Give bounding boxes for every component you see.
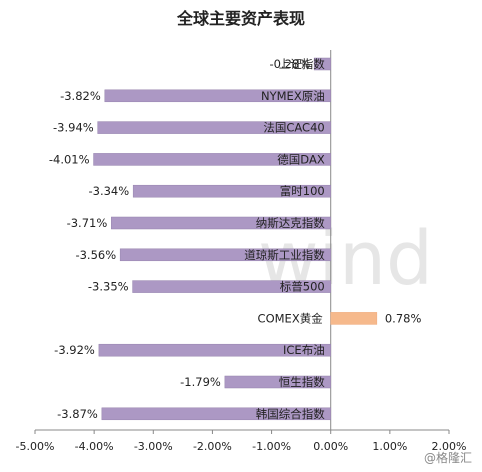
bar (98, 343, 331, 357)
x-tick-label: -4.00% (75, 440, 114, 453)
category-label: ICE布油 (283, 343, 325, 357)
value-label: -3.82% (60, 89, 101, 103)
bar (313, 57, 331, 71)
value-label: -0.28% (269, 57, 310, 71)
category-label: 恒生指数 (279, 375, 325, 389)
bar (330, 312, 378, 325)
value-label: -3.92% (54, 343, 95, 357)
bar (132, 280, 331, 293)
category-label: 富时100 (280, 184, 325, 198)
value-label: -3.35% (88, 280, 129, 294)
bar (111, 216, 331, 230)
value-label: -3.94% (53, 121, 94, 135)
bar (101, 407, 331, 421)
x-tick-label: -3.00% (134, 440, 173, 453)
chart-title: 全球主要资产表现 (176, 9, 305, 28)
category-label: COMEX黄金 (258, 311, 324, 325)
value-label: -3.71% (67, 216, 108, 230)
value-label: -1.79% (180, 375, 221, 389)
category-label: NYMEX原油 (261, 89, 325, 103)
value-label: -3.87% (57, 407, 98, 421)
value-label: -3.56% (75, 248, 116, 262)
bar (224, 375, 331, 389)
category-label: 标普500 (280, 280, 325, 294)
category-label: 韩国综合指数 (256, 407, 325, 421)
x-tick-label: -1.00% (252, 440, 291, 453)
x-tick-label: 1.00% (372, 440, 407, 453)
category-label: 法国CAC40 (263, 121, 324, 135)
category-label: 纳斯达克指数 (256, 216, 325, 230)
x-tick-label: -5.00% (16, 440, 55, 453)
source-watermark: @格隆汇 (424, 450, 472, 465)
value-label: -3.34% (88, 184, 129, 198)
x-tick-label: -2.00% (193, 440, 232, 453)
category-label: 道琼斯工业指数 (244, 248, 325, 262)
x-tick-label: 2.00% (432, 440, 467, 453)
value-label: -4.01% (49, 152, 90, 166)
bar (93, 153, 331, 166)
category-label: 上证指数 (279, 57, 325, 71)
bar (119, 248, 331, 262)
x-tick-label: 0.00% (313, 440, 348, 453)
bar (104, 89, 331, 103)
bar (97, 121, 331, 134)
category-label: 德国DAX (277, 152, 325, 166)
plot-area: -5.00% -4.00% -3.00% -2.00% -1.00% 0.00% 1.00%… (16, 50, 467, 453)
value-label: 0.78% (385, 311, 422, 325)
bar (132, 184, 331, 198)
